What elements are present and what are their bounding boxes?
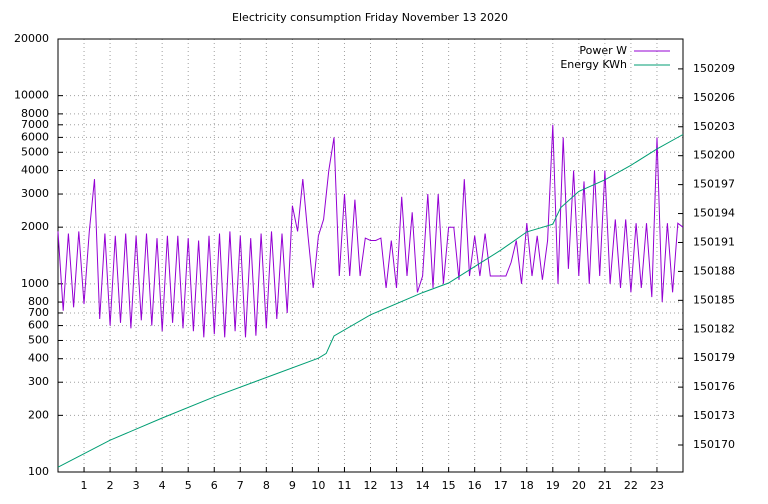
x-tick-label: 14 <box>416 479 430 492</box>
x-tick-label: 8 <box>263 479 270 492</box>
series-line <box>57 124 684 338</box>
y-tick-label: 300 <box>28 375 49 388</box>
y2-tick-label: 150179 <box>693 351 735 364</box>
y2-tick-label: 150203 <box>693 120 735 133</box>
x-tick-label: 1 <box>81 479 88 492</box>
legend-label: Energy KWh <box>560 58 627 71</box>
y2-tick-label: 150185 <box>693 293 735 306</box>
y2-tick-label: 150209 <box>693 62 735 75</box>
y-tick-label: 3000 <box>21 187 49 200</box>
legend-label: Power W <box>579 44 627 57</box>
y-tick-label: 4000 <box>21 164 49 177</box>
y-tick-label: 20000 <box>14 32 49 45</box>
y-tick-label: 1000 <box>21 277 49 290</box>
x-tick-label: 10 <box>311 479 325 492</box>
y-tick-label: 100 <box>28 465 49 478</box>
x-tick-label: 22 <box>624 479 638 492</box>
y-tick-label: 7000 <box>21 118 49 131</box>
y2-tick-label: 150182 <box>693 322 735 335</box>
y-tick-label: 600 <box>28 319 49 332</box>
x-tick-label: 7 <box>237 479 244 492</box>
x-tick-label: 23 <box>650 479 664 492</box>
y2-tick-label: 150188 <box>693 264 735 277</box>
x-tick-label: 17 <box>494 479 508 492</box>
x-tick-label: 13 <box>390 479 404 492</box>
y-tick-label: 6000 <box>21 130 49 143</box>
x-tick-label: 11 <box>337 479 351 492</box>
x-tick-label: 3 <box>133 479 140 492</box>
y-tick-label: 500 <box>28 333 49 346</box>
y2-tick-label: 150200 <box>693 149 735 162</box>
plot-border <box>57 38 684 473</box>
y-tick-label: 2000 <box>21 220 49 233</box>
y2-tick-label: 150176 <box>693 380 735 393</box>
y2-tick-label: 150170 <box>693 438 735 451</box>
x-tick-label: 16 <box>468 479 482 492</box>
x-tick-label: 12 <box>364 479 378 492</box>
x-tick-label: 6 <box>211 479 218 492</box>
y2-tick-label: 150197 <box>693 178 735 191</box>
x-tick-label: 18 <box>520 479 534 492</box>
y2-tick-label: 150191 <box>693 235 735 248</box>
y2-tick-label: 150173 <box>693 409 735 422</box>
y-tick-label: 400 <box>28 352 49 365</box>
chart-title: Electricity consumption Friday November … <box>232 11 508 24</box>
series-line <box>57 134 684 468</box>
y2-tick-label: 150206 <box>693 91 735 104</box>
x-tick-label: 20 <box>572 479 586 492</box>
y2-tick-label: 150194 <box>693 207 735 220</box>
x-tick-label: 5 <box>185 479 192 492</box>
x-tick-label: 21 <box>598 479 612 492</box>
x-tick-label: 4 <box>159 479 166 492</box>
y-tick-label: 5000 <box>21 145 49 158</box>
x-tick-label: 2 <box>107 479 114 492</box>
y-tick-label: 8000 <box>21 107 49 120</box>
x-tick-label: 9 <box>289 479 296 492</box>
y-tick-label: 200 <box>28 408 49 421</box>
y-tick-label: 700 <box>28 306 49 319</box>
x-tick-label: 15 <box>442 479 456 492</box>
y-tick-label: 800 <box>28 295 49 308</box>
x-tick-label: 19 <box>546 479 560 492</box>
y-tick-label: 10000 <box>14 89 49 102</box>
